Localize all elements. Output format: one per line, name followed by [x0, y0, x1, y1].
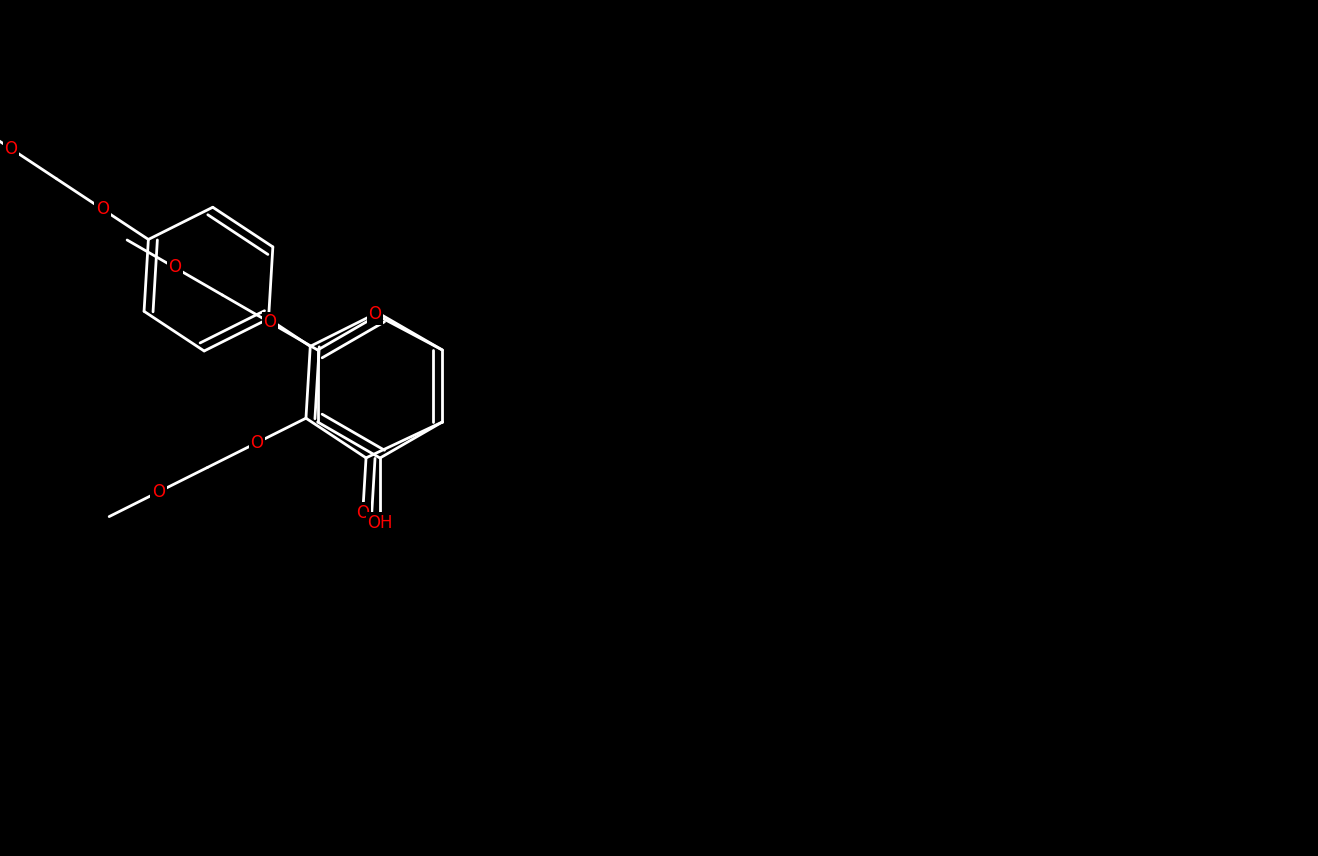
Text: O: O — [4, 140, 17, 158]
Text: O: O — [250, 434, 264, 452]
Text: O: O — [368, 305, 381, 323]
Text: O: O — [264, 313, 277, 331]
Text: OH: OH — [368, 514, 393, 532]
Text: O: O — [356, 504, 369, 522]
Text: O: O — [96, 200, 109, 218]
Text: O: O — [169, 259, 182, 276]
Text: O: O — [152, 483, 165, 501]
